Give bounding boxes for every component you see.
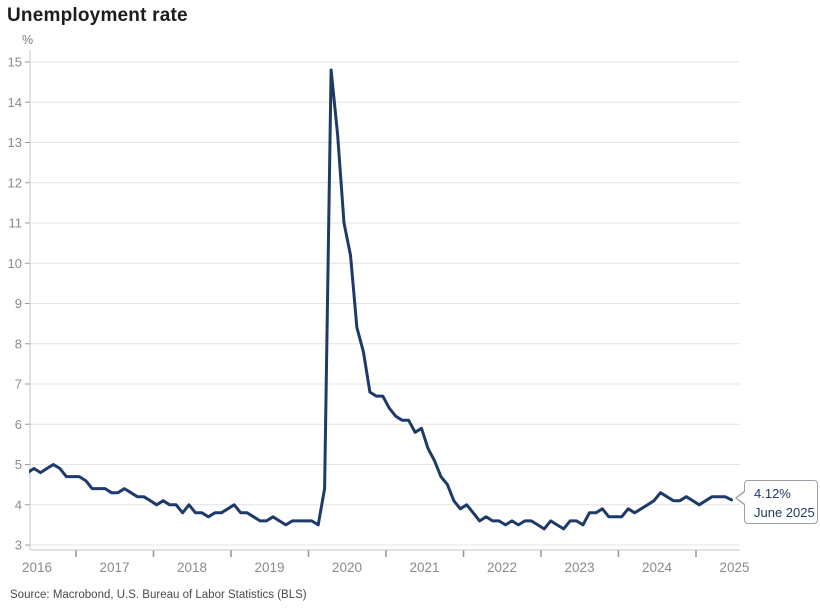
svg-text:14: 14 [8,95,22,110]
source-attribution: Source: Macrobond, U.S. Bureau of Labor … [10,589,307,601]
svg-text:9: 9 [15,296,22,311]
svg-text:5: 5 [15,457,22,472]
gridlines [30,61,740,546]
svg-text:2018: 2018 [177,560,207,575]
svg-text:12: 12 [8,175,22,190]
svg-text:13: 13 [8,135,22,150]
svg-text:8: 8 [15,336,22,351]
data-line [29,68,733,531]
svg-text:10: 10 [8,256,22,271]
svg-text:2017: 2017 [99,560,129,575]
svg-text:2021: 2021 [409,560,439,575]
callout-date: June 2025 [754,505,815,521]
svg-text:2019: 2019 [254,560,284,575]
svg-text:6: 6 [15,417,22,432]
y-axis-unit-label: % [22,33,34,47]
svg-text:2022: 2022 [487,560,517,575]
svg-text:2016: 2016 [22,560,52,575]
chart-title: Unemployment rate [7,5,188,26]
svg-text:2025: 2025 [719,560,749,575]
callout-value: 4.12% [754,486,791,501]
axes: 3 4 5 6 7 8 9 10 11 12 13 14 15 2016 2017 2018 2019 2020 2… [8,50,750,575]
svg-text:15: 15 [8,55,22,70]
svg-text:2023: 2023 [564,560,594,575]
svg-text:2024: 2024 [642,560,673,575]
svg-text:2020: 2020 [332,560,362,575]
svg-text:3: 3 [15,538,22,553]
annotation-callout: 4.12% June 2025 [735,480,818,524]
svg-text:4: 4 [15,497,22,512]
svg-text:11: 11 [9,216,23,231]
svg-text:7: 7 [15,377,22,392]
